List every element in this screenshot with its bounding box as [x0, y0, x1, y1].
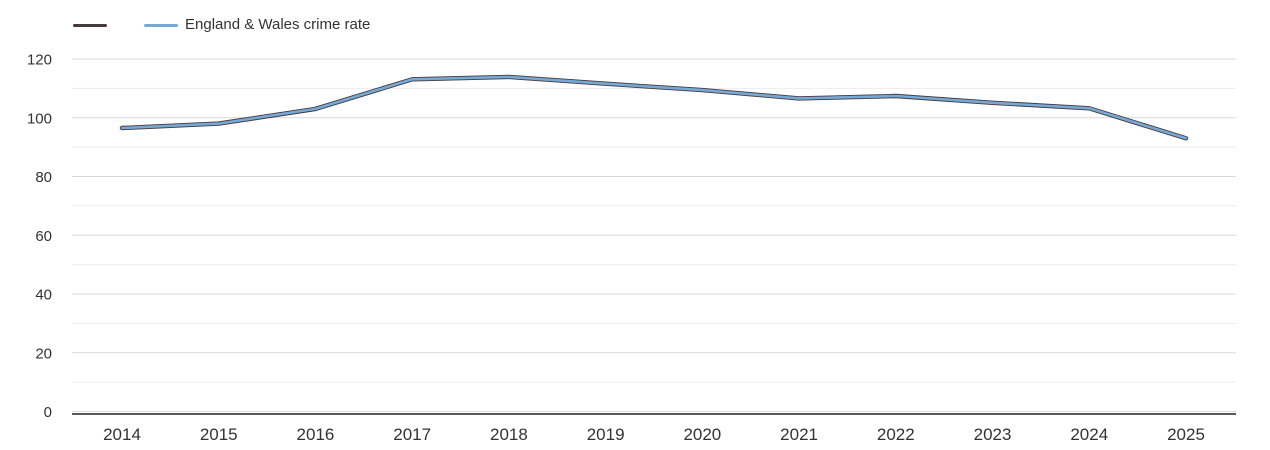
- legend-item-region[interactable]: [73, 23, 114, 27]
- y-tick-label-120: 120: [27, 52, 52, 69]
- y-tick-label-0: 0: [44, 404, 52, 421]
- gridlines: [72, 58, 1236, 412]
- x-tick-label-2015: 2015: [200, 425, 238, 444]
- y-tick-label-100: 100: [27, 110, 52, 127]
- x-tick-label-2016: 2016: [297, 425, 335, 444]
- y-axis-labels: 0 20 40 60 80 100 120: [27, 52, 52, 422]
- x-tick-label-2022: 2022: [877, 425, 915, 444]
- x-tick-label-2023: 2023: [974, 425, 1012, 444]
- y-tick-label-80: 80: [35, 169, 52, 186]
- x-tick-label-2021: 2021: [780, 425, 818, 444]
- x-tick-label-2019: 2019: [587, 425, 625, 444]
- x-tick-label-2025: 2025: [1167, 425, 1205, 444]
- region-line-swatch-icon: [73, 23, 107, 27]
- x-tick-label-2018: 2018: [490, 425, 528, 444]
- x-tick-label-2014: 2014: [103, 425, 141, 444]
- england-wales-series-line: [120, 75, 1188, 140]
- y-tick-label-20: 20: [35, 345, 52, 362]
- y-tick-label-40: 40: [35, 287, 52, 304]
- legend-item-england-wales[interactable]: England & Wales crime rate: [144, 14, 370, 36]
- chart-legend: England & Wales crime rate: [73, 14, 370, 36]
- y-tick-label-60: 60: [35, 228, 52, 245]
- x-axis-labels: 2014 2015 2016 2017 2018 2019 2020 2021 2022 2023…: [103, 425, 1205, 444]
- x-tick-label-2024: 2024: [1070, 425, 1108, 444]
- x-tick-label-2017: 2017: [393, 425, 431, 444]
- legend-label-england-wales: England & Wales crime rate: [185, 16, 371, 33]
- x-tick-label-2020: 2020: [683, 425, 721, 444]
- england-wales-line-swatch-icon: [144, 23, 178, 27]
